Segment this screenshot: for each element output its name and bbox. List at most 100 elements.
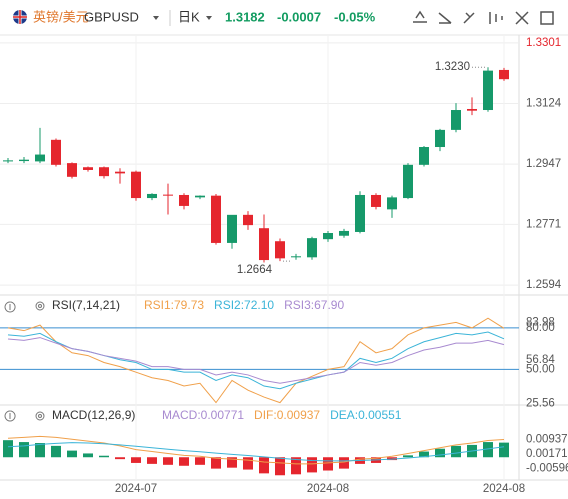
panel-title: RSI(7,14,21) — [52, 298, 120, 312]
candle-body — [259, 228, 269, 261]
y-tick-label: 0.00171 — [526, 448, 568, 460]
macd-bar — [131, 457, 141, 463]
change-pct: -0.05% — [334, 9, 376, 24]
macd-bar — [275, 457, 285, 476]
candle-body — [339, 230, 349, 236]
tool-icon[interactable] — [463, 12, 475, 24]
x-tick-label: 2024-07 — [115, 483, 157, 495]
candle-body — [179, 194, 189, 206]
y-tick-label: 1.2947 — [526, 158, 561, 170]
candle-body — [19, 159, 29, 162]
macd-line — [7, 435, 505, 465]
macd-bar — [19, 442, 29, 458]
candle-body — [227, 214, 237, 243]
flag-icon — [13, 10, 27, 24]
legend-entry: DIF:0.00937 — [254, 408, 320, 422]
dropdown-arrow[interactable] — [153, 16, 159, 20]
macd-bar — [35, 443, 45, 458]
candle-body — [467, 108, 477, 111]
macd-bar — [179, 457, 189, 466]
candle-body — [67, 163, 77, 177]
macd-bar — [3, 440, 13, 458]
legend-entry: RSI1:79.73 — [144, 298, 204, 312]
macd-bar — [435, 448, 445, 458]
rsi-line — [7, 317, 505, 404]
candle-body — [323, 232, 333, 240]
macd-bar — [291, 457, 301, 475]
macd-bar — [211, 457, 221, 469]
candle-body — [99, 167, 109, 177]
candle-body — [147, 193, 157, 199]
candle-body — [307, 238, 317, 258]
macd-bar — [451, 445, 461, 458]
candle-body — [499, 69, 509, 80]
last-price: 1.3182 — [225, 9, 265, 24]
candle-body — [51, 139, 61, 165]
macd-bar — [403, 455, 413, 458]
tool-icon[interactable] — [413, 10, 427, 23]
candle-body — [483, 70, 493, 111]
y-tick-label: 0.00937 — [526, 434, 568, 446]
macd-bar — [307, 457, 317, 473]
candle-body — [387, 197, 397, 210]
legend-entry: MACD:0.00771 — [162, 408, 244, 422]
tool-icon[interactable] — [438, 12, 452, 24]
change: -0.0007 — [277, 9, 321, 24]
symbol[interactable]: GBPUSD — [84, 9, 139, 24]
macd-bar — [339, 457, 349, 469]
period[interactable]: 日K — [178, 9, 200, 24]
macd-bar — [51, 445, 61, 458]
tool-icon[interactable] — [489, 12, 503, 24]
legend-entry: DEA:0.00551 — [330, 408, 402, 422]
macd-bar — [227, 457, 237, 468]
candle-body — [211, 195, 221, 243]
legend-entry: RSI3:67.90 — [284, 298, 344, 312]
candle-body — [131, 171, 141, 199]
macd-bar — [259, 457, 269, 474]
candle-body — [291, 256, 301, 258]
y-tick-label: 1.2771 — [526, 218, 561, 230]
macd-bar — [243, 457, 253, 470]
candle-body — [3, 160, 13, 162]
high-label: 1.3230 — [435, 61, 470, 73]
macd-bar — [323, 457, 333, 471]
rsi-settings[interactable] — [4, 301, 45, 313]
macd-bar — [419, 451, 429, 458]
tool-icon[interactable] — [540, 11, 554, 25]
candle-body — [419, 147, 429, 165]
candle-body — [243, 214, 253, 226]
candle-body — [275, 241, 285, 259]
macd-settings[interactable] — [4, 410, 45, 422]
macd-bar — [83, 453, 93, 458]
tool-icon[interactable] — [515, 11, 529, 25]
candle-body — [115, 171, 125, 174]
y-tick-label: 83.98 — [526, 316, 555, 328]
low-label: 1.2664 — [237, 264, 273, 276]
y-tick-label: 56.84 — [526, 354, 555, 366]
macd-bar — [67, 450, 77, 458]
candle-body — [435, 129, 445, 148]
macd-bar — [147, 457, 157, 464]
macd-line — [7, 442, 505, 462]
candle-body — [163, 194, 173, 196]
candle-body — [35, 154, 45, 162]
x-tick-label: 2024-08 — [483, 483, 525, 495]
macd-bar — [483, 442, 493, 458]
legend-entry: RSI2:72.10 — [214, 298, 274, 312]
y-tick-label: 1.3124 — [526, 98, 562, 110]
y-tick-label: 80.00 — [526, 322, 555, 334]
macd-bar — [499, 442, 509, 458]
y-tick-label: 1.3301 — [526, 37, 561, 49]
candle-body — [195, 195, 205, 198]
candle-body — [451, 110, 461, 130]
rsi-line — [7, 337, 505, 384]
y-tick-label: 50.00 — [526, 363, 555, 375]
dropdown-arrow[interactable] — [206, 16, 212, 20]
macd-bar — [195, 457, 205, 465]
macd-bar — [115, 457, 125, 460]
y-tick-label: 25.56 — [526, 397, 555, 409]
x-tick-label: 2024-08 — [307, 483, 349, 495]
y-tick-label: -0.00596 — [526, 463, 568, 475]
candle-body — [403, 164, 413, 199]
